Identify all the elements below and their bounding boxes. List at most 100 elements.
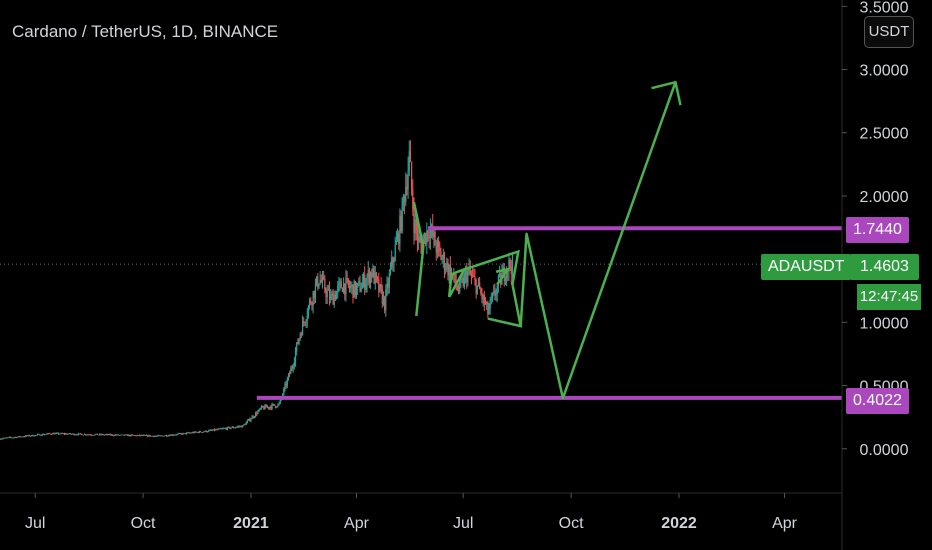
- candle-body: [72, 433, 74, 435]
- candle-body: [120, 434, 122, 436]
- candle-body: [476, 285, 478, 294]
- candle-body: [165, 435, 168, 437]
- candle-body: [369, 272, 372, 284]
- candle-body: [96, 433, 98, 435]
- candle-body: [189, 432, 191, 434]
- support-price-label: 0.4022: [846, 388, 909, 414]
- candle-body: [306, 315, 308, 322]
- candle-body: [85, 434, 87, 435]
- candle-body: [182, 433, 184, 435]
- candle-body: [493, 290, 495, 294]
- candle-body: [337, 285, 339, 292]
- candle-body: [54, 433, 56, 435]
- x-tick-label: 2021: [233, 515, 269, 532]
- candle-body: [347, 278, 349, 285]
- candle-body: [53, 433, 55, 435]
- x-tick-label: 2022: [661, 515, 697, 532]
- candle-body: [135, 435, 137, 437]
- candle-body: [495, 294, 497, 296]
- candle-body: [469, 267, 471, 274]
- candle-body: [239, 425, 242, 427]
- candle-body: [486, 302, 488, 304]
- candle-body: [484, 303, 487, 305]
- candle-body: [325, 290, 327, 298]
- candle-body: [466, 271, 468, 283]
- candle-body: [65, 433, 67, 435]
- candle-body: [197, 432, 199, 433]
- candle-body: [312, 291, 314, 306]
- candle-body: [50, 434, 53, 435]
- candle-body: [88, 434, 90, 436]
- candle-body: [319, 280, 321, 284]
- candle-body: [489, 299, 491, 309]
- candle-body: [296, 342, 298, 352]
- candle-body: [413, 209, 415, 234]
- candle-body: [111, 434, 114, 436]
- candle-body: [228, 427, 230, 428]
- candle-body: [375, 272, 378, 278]
- candle-body: [237, 426, 239, 428]
- candle-body: [11, 437, 13, 439]
- candle-body: [317, 276, 319, 288]
- candle-body: [29, 435, 32, 437]
- candle-body: [230, 427, 232, 429]
- candle-body: [305, 321, 307, 324]
- candle-body: [226, 427, 229, 430]
- candle-body: [262, 406, 264, 408]
- candle-body: [93, 435, 95, 436]
- candle-body: [270, 406, 272, 409]
- candle-body: [299, 334, 301, 339]
- candle-body: [123, 434, 125, 436]
- candle-body: [94, 434, 96, 436]
- candle-body: [310, 300, 312, 304]
- candle-body: [440, 251, 442, 260]
- candle-body: [360, 288, 362, 292]
- candle-body: [407, 170, 409, 190]
- candle-body: [25, 435, 27, 437]
- candle-body: [260, 406, 263, 409]
- candle-body: [402, 197, 405, 199]
- candle-body: [403, 197, 406, 203]
- candle-body: [129, 434, 131, 436]
- candle-body: [26, 435, 28, 437]
- x-tick-label: Oct: [131, 515, 156, 532]
- candle-body: [162, 435, 164, 437]
- currency-button[interactable]: USDT: [864, 16, 914, 48]
- candle-body: [240, 425, 243, 428]
- candle-body: [419, 236, 421, 243]
- candle-body: [447, 262, 449, 276]
- candle-body: [80, 433, 82, 435]
- candle-body: [187, 432, 189, 434]
- candle-body: [393, 260, 395, 263]
- candle-body: [352, 284, 354, 298]
- candle-body: [399, 215, 401, 245]
- candle-body: [161, 435, 163, 437]
- candle-body: [217, 428, 219, 430]
- candle-body: [274, 405, 277, 408]
- candle-body: [245, 422, 247, 425]
- candle-body: [73, 433, 75, 435]
- candle-body: [462, 277, 464, 286]
- candle-body: [102, 434, 104, 436]
- projection-path: [519, 81, 677, 400]
- candle-body: [436, 241, 439, 253]
- candle-body: [331, 293, 333, 296]
- candle-body: [287, 373, 290, 379]
- candle-body: [381, 288, 383, 305]
- candle-body: [133, 435, 135, 436]
- candle-body: [374, 272, 376, 284]
- candle-body: [122, 434, 124, 436]
- candle-body: [480, 289, 482, 293]
- candle-body: [371, 272, 373, 277]
- candle-body: [320, 280, 322, 283]
- candle-body: [108, 434, 110, 435]
- candle-body: [45, 434, 47, 435]
- candle-body: [109, 434, 111, 436]
- candle-body: [482, 294, 484, 300]
- candle-body: [164, 435, 166, 437]
- candle-body: [427, 230, 429, 237]
- candle-body: [350, 286, 352, 289]
- candle-body: [491, 293, 494, 299]
- candle-body: [307, 306, 310, 316]
